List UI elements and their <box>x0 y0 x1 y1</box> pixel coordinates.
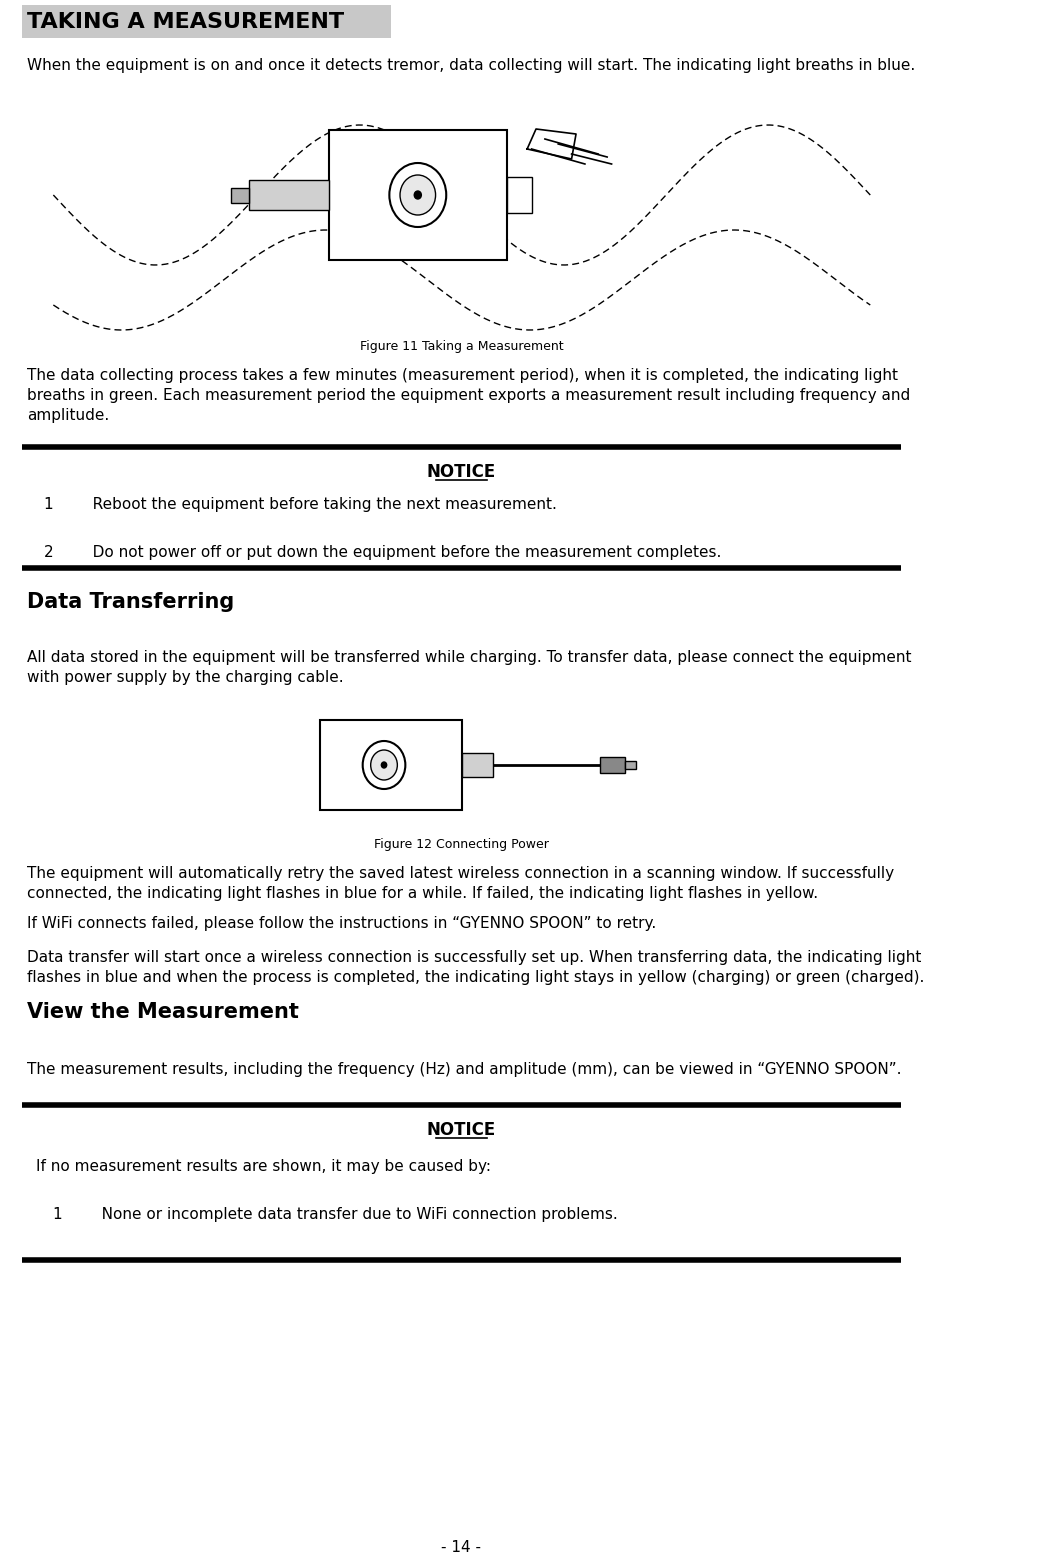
Text: 1        None or incomplete data transfer due to WiFi connection problems.: 1 None or incomplete data transfer due t… <box>53 1207 618 1222</box>
Bar <box>22 5 391 37</box>
Text: The data collecting process takes a few minutes (measurement period), when it is: The data collecting process takes a few … <box>27 368 898 382</box>
Text: - 14 -: - 14 - <box>442 1541 481 1555</box>
Circle shape <box>381 762 387 768</box>
Text: All data stored in the equipment will be transferred while charging. To transfer: All data stored in the equipment will be… <box>27 649 911 665</box>
Text: amplitude.: amplitude. <box>27 407 109 423</box>
Text: NOTICE: NOTICE <box>427 1121 496 1140</box>
Bar <box>249 180 329 211</box>
Bar <box>462 752 494 777</box>
Text: Data Transferring: Data Transferring <box>27 592 234 612</box>
Text: Figure 11 Taking a Measurement: Figure 11 Taking a Measurement <box>359 340 563 353</box>
Text: 2        Do not power off or put down the equipment before the measurement compl: 2 Do not power off or put down the equip… <box>45 545 722 560</box>
Circle shape <box>400 175 435 215</box>
Circle shape <box>363 741 405 788</box>
Text: Data transfer will start once a wireless connection is successfully set up. When: Data transfer will start once a wireless… <box>27 951 921 965</box>
Bar <box>624 762 636 770</box>
Circle shape <box>415 190 422 198</box>
Text: flashes in blue and when the process is completed, the indicating light stays in: flashes in blue and when the process is … <box>27 969 924 985</box>
Bar <box>320 720 462 810</box>
Text: The measurement results, including the frequency (Hz) and amplitude (mm), can be: The measurement results, including the f… <box>27 1061 901 1077</box>
Text: breaths in green. Each measurement period the equipment exports a measurement re: breaths in green. Each measurement perio… <box>27 389 910 403</box>
Text: If WiFi connects failed, please follow the instructions in “GYENNO SPOON” to ret: If WiFi connects failed, please follow t… <box>27 916 656 930</box>
Bar <box>601 757 624 773</box>
Text: connected, the indicating light flashes in blue for a while. If failed, the indi: connected, the indicating light flashes … <box>27 887 818 901</box>
Text: TAKING A MEASUREMENT: TAKING A MEASUREMENT <box>27 11 344 31</box>
Bar <box>329 130 507 261</box>
Text: If no measurement results are shown, it may be caused by:: If no measurement results are shown, it … <box>35 1158 490 1174</box>
Text: 1        Reboot the equipment before taking the next measurement.: 1 Reboot the equipment before taking the… <box>45 496 557 512</box>
Bar <box>231 187 249 203</box>
Text: Figure 12 Connecting Power: Figure 12 Connecting Power <box>374 838 549 851</box>
Text: NOTICE: NOTICE <box>427 464 496 481</box>
Text: View the Measurement: View the Measurement <box>27 1002 298 1022</box>
Circle shape <box>390 162 446 226</box>
Bar <box>507 176 532 212</box>
Text: The equipment will automatically retry the saved latest wireless connection in a: The equipment will automatically retry t… <box>27 866 894 880</box>
Circle shape <box>371 749 397 780</box>
Text: with power supply by the charging cable.: with power supply by the charging cable. <box>27 670 343 685</box>
Text: When the equipment is on and once it detects tremor, data collecting will start.: When the equipment is on and once it det… <box>27 58 915 73</box>
